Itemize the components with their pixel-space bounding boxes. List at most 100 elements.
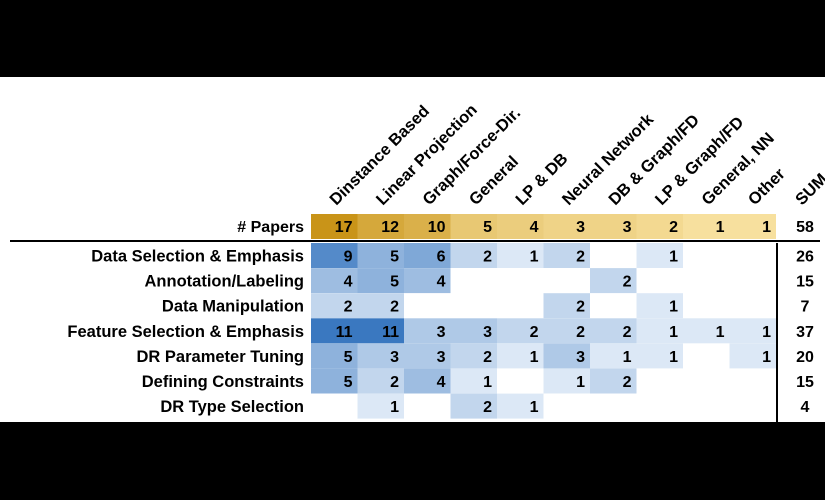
- matrix-cell: [450, 368, 497, 394]
- row-sum: 20: [796, 349, 814, 366]
- cell-value: 2: [390, 374, 399, 391]
- cell-value: 2: [483, 249, 492, 266]
- matrix-cell: [636, 243, 683, 268]
- row-label: Data Selection & Emphasis: [91, 248, 304, 266]
- matrix-cell: [497, 318, 544, 344]
- cell-value: 1: [669, 349, 678, 366]
- matrix-cell: [311, 268, 358, 294]
- cell-value: 4: [437, 374, 446, 391]
- matrix-cell: [404, 343, 451, 369]
- matrix-cell: [543, 343, 590, 369]
- papers-cell: [497, 214, 544, 239]
- cell-value: 11: [336, 324, 353, 341]
- cell-value: 5: [390, 274, 399, 291]
- matrix-cell: [590, 268, 637, 294]
- row-label: DR Type Selection: [160, 398, 304, 416]
- cell-value: 1: [530, 349, 539, 366]
- papers-cell: [404, 214, 451, 239]
- cell-value: 5: [390, 249, 399, 266]
- cell-value: 1: [623, 349, 632, 366]
- cell-value: 4: [344, 274, 353, 291]
- cell-value: 3: [390, 349, 399, 366]
- papers-value: 10: [428, 219, 446, 236]
- row-sum: 26: [796, 249, 814, 266]
- matrix-cell: [636, 343, 683, 369]
- papers-cell: [636, 214, 683, 239]
- matrix-cell: [404, 268, 451, 294]
- cell-value: 2: [483, 399, 492, 416]
- cell-value: 3: [437, 324, 446, 341]
- papers-cell: [450, 214, 497, 239]
- matrix-cell: [311, 318, 358, 344]
- matrix-cell: [357, 343, 404, 369]
- papers-row-label: # Papers: [237, 219, 304, 236]
- matrix-cell: [357, 368, 404, 394]
- cell-value: 1: [576, 374, 585, 391]
- matrix-cell: [450, 318, 497, 344]
- cell-value: 5: [344, 349, 353, 366]
- papers-cell: [590, 214, 637, 239]
- cell-value: 3: [576, 349, 585, 366]
- matrix-cell: [543, 243, 590, 268]
- papers-value: 17: [335, 219, 353, 236]
- row-label: DR Parameter Tuning: [137, 348, 304, 366]
- row-label: Defining Constraints: [142, 373, 304, 391]
- papers-sum: 58: [796, 219, 814, 236]
- matrix-cell: [357, 268, 404, 294]
- cell-value: 2: [576, 324, 585, 341]
- cell-value: 1: [483, 374, 492, 391]
- papers-cell: [729, 214, 776, 239]
- row-label: Data Manipulation: [162, 298, 304, 316]
- cell-value: 3: [437, 349, 446, 366]
- matrix-cell: [357, 293, 404, 319]
- cell-value: 1: [390, 399, 399, 416]
- cell-value: 11: [382, 324, 399, 341]
- column-header: Other: [745, 165, 789, 209]
- matrix-cell: [404, 243, 451, 268]
- papers-value: 12: [381, 219, 399, 236]
- sum-column-header: SUM: [792, 170, 825, 209]
- cell-value: 2: [576, 249, 585, 266]
- matrix-cell: [543, 318, 590, 344]
- matrix-cell: [450, 393, 497, 419]
- cell-value: 2: [530, 324, 539, 341]
- matrix-cell: [497, 243, 544, 268]
- papers-value: 1: [716, 219, 725, 236]
- matrix-cell: [636, 318, 683, 344]
- matrix-cell: [683, 318, 730, 344]
- heatmap-panel: Dinstance Based Linear Projection Graph/Fo…: [0, 77, 825, 422]
- row-sum: 15: [796, 274, 814, 291]
- papers-value: 3: [576, 219, 585, 236]
- cell-value: 1: [762, 349, 771, 366]
- cell-value: 2: [623, 374, 632, 391]
- matrix-cell: [729, 343, 776, 369]
- papers-cell: [357, 214, 404, 239]
- papers-value: 2: [669, 219, 678, 236]
- cell-value: 2: [623, 274, 632, 291]
- cell-value: 2: [623, 324, 632, 341]
- cell-value: 1: [669, 324, 678, 341]
- papers-value: 5: [483, 219, 492, 236]
- papers-value: 1: [762, 219, 771, 236]
- row-label: Annotation/Labeling: [145, 273, 304, 291]
- row-sum: 37: [796, 324, 814, 341]
- papers-cell: [543, 214, 590, 239]
- matrix-cell: [729, 318, 776, 344]
- cell-value: 1: [669, 299, 678, 316]
- cell-value: 1: [530, 399, 539, 416]
- matrix-cell: [311, 368, 358, 394]
- matrix-cell: [404, 318, 451, 344]
- matrix-cell: [590, 368, 637, 394]
- cell-value: 2: [576, 299, 585, 316]
- matrix-cell: [404, 368, 451, 394]
- matrix-cell: [450, 343, 497, 369]
- cell-value: 2: [483, 349, 492, 366]
- matrix-cell: [311, 243, 358, 268]
- cell-value: 4: [437, 274, 446, 291]
- cell-value: 3: [483, 324, 492, 341]
- papers-value: 3: [623, 219, 632, 236]
- matrix-cell: [590, 343, 637, 369]
- matrix-cell: [590, 318, 637, 344]
- matrix-cell: [497, 343, 544, 369]
